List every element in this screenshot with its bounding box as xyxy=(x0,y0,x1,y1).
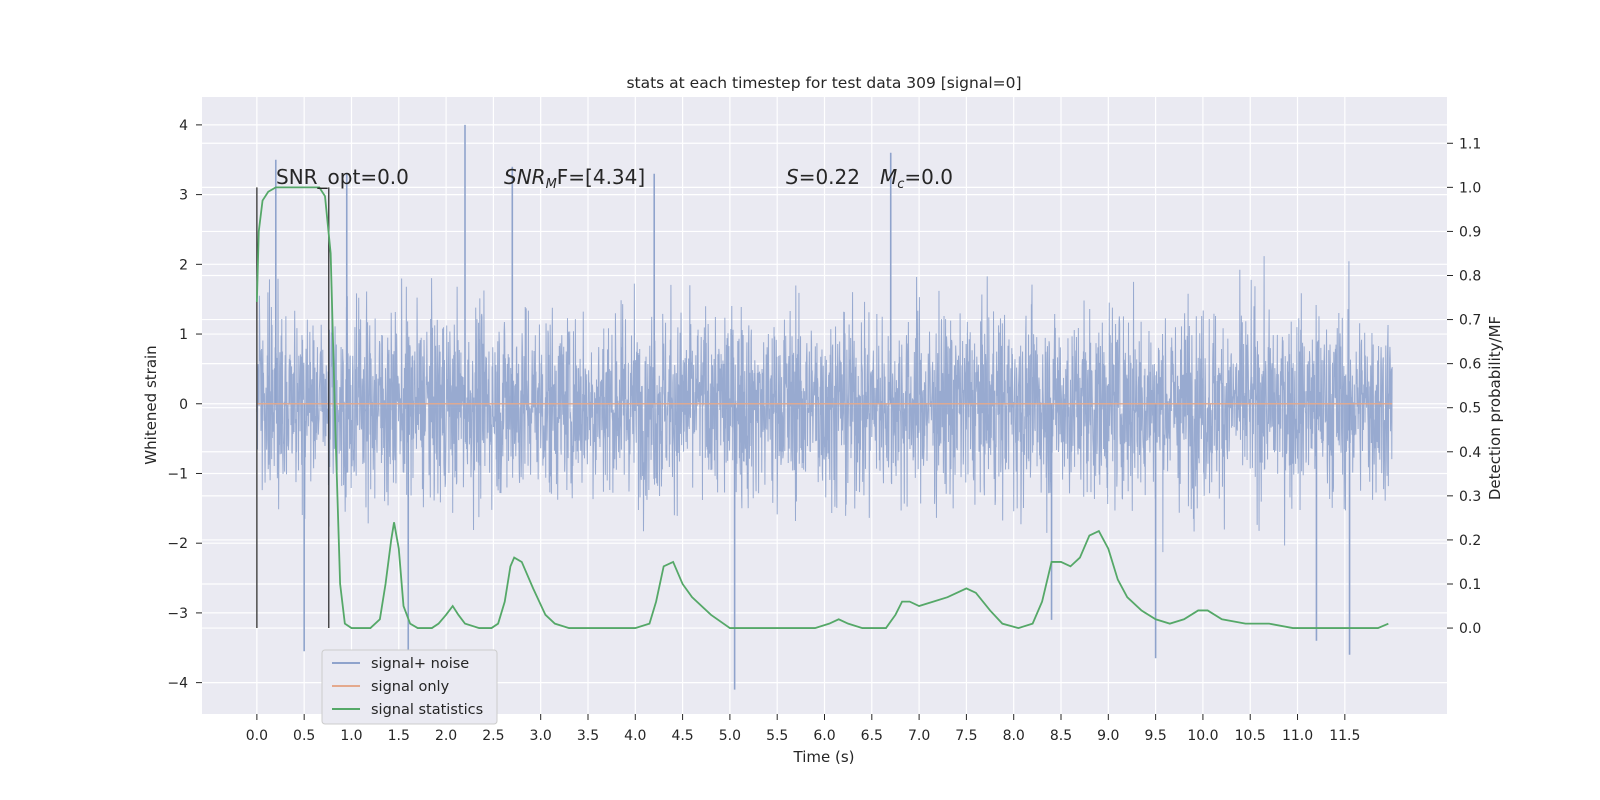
x-tick-label: 7.0 xyxy=(908,728,930,744)
y-tick-label: 3 xyxy=(179,188,188,204)
x-tick-label: 1.0 xyxy=(340,728,362,744)
x-tick-label: 0.5 xyxy=(293,728,315,744)
annotation-snr-mf-main: SNR xyxy=(504,165,546,189)
annotation-snr-mf-rest: F=[4.34] xyxy=(557,165,645,189)
x-tick-label: 3.5 xyxy=(577,728,599,744)
x-tick-label: 5.0 xyxy=(719,728,741,744)
y-axis-ticks: 4 3 2 1 0 −1 −2 −3 −4 xyxy=(167,118,202,692)
x-tick-label: 8.0 xyxy=(1003,728,1025,744)
x-tick-label: 6.5 xyxy=(861,728,883,744)
x-tick-label: 10.0 xyxy=(1187,728,1218,744)
y-axis-label: Whitened strain xyxy=(142,345,160,464)
legend-box xyxy=(321,649,498,725)
x-tick-label: 3.0 xyxy=(530,728,552,744)
y2-tick-label: 0.8 xyxy=(1459,268,1481,284)
y2-axis-ticks: 1.1 1.0 0.9 0.8 0.7 0.6 0.5 0.4 0.3 0.2 0.1 0.0 xyxy=(1447,136,1481,637)
annotation-mc-value: =0.0 xyxy=(904,165,953,189)
y2-tick-label: 0.2 xyxy=(1459,533,1481,549)
y2-tick-label: 0.4 xyxy=(1459,445,1481,461)
y2-tick-label: 0.1 xyxy=(1459,577,1481,593)
y-tick-label: −4 xyxy=(167,676,188,692)
x-tick-label: 4.5 xyxy=(671,728,693,744)
x-tick-label: 11.0 xyxy=(1282,728,1313,744)
legend-label-signal-statistics: signal statistics xyxy=(371,702,483,718)
y2-tick-label: 1.0 xyxy=(1459,180,1481,196)
annotation-snr-mf: SNRMF=[4.34] xyxy=(504,165,645,192)
vertical-markers xyxy=(256,187,330,629)
y-tick-label: −2 xyxy=(167,536,188,552)
x-tick-label: 11.5 xyxy=(1329,728,1360,744)
y2-tick-label: 0.7 xyxy=(1459,313,1481,329)
x-tick-label: 1.5 xyxy=(388,728,410,744)
annotation-s-var: S xyxy=(786,165,799,189)
annotation-mc: Mc=0.0 xyxy=(880,165,953,192)
y-tick-label: 1 xyxy=(179,327,188,343)
annotation-snr-mf-sub: M xyxy=(546,177,557,192)
x-tick-label: 9.5 xyxy=(1144,728,1166,744)
y2-tick-label: 0.3 xyxy=(1459,489,1481,505)
annotation-snr-opt: SNR_opt=0.0 xyxy=(276,165,409,189)
x-tick-label: 8.5 xyxy=(1050,728,1072,744)
y-tick-label: 4 xyxy=(179,118,188,134)
x-tick-label: 6.0 xyxy=(813,728,835,744)
x-axis-label: Time (s) xyxy=(793,748,855,766)
x-tick-label: 2.0 xyxy=(435,728,457,744)
y-tick-label: −3 xyxy=(167,606,188,622)
y2-tick-label: 1.1 xyxy=(1459,136,1481,152)
annotation-s-value: =0.22 xyxy=(799,165,860,189)
x-tick-label: 5.5 xyxy=(766,728,788,744)
annotation-mc-var: M xyxy=(880,165,897,189)
annotation-mc-sub: c xyxy=(897,177,904,192)
signal-noise-trace xyxy=(256,256,1393,553)
y2-tick-label: 0.0 xyxy=(1459,621,1481,637)
y2-tick-label: 0.6 xyxy=(1459,357,1481,373)
y-tick-label: 2 xyxy=(179,257,188,273)
annotation-s: S=0.22 xyxy=(786,165,860,189)
y-tick-label: −1 xyxy=(167,466,188,482)
signal-noise-series xyxy=(256,124,1393,690)
x-tick-label: 2.5 xyxy=(482,728,504,744)
signal-statistics-line xyxy=(255,186,1389,629)
chart-title: stats at each timestep for test data 309… xyxy=(626,74,1021,92)
signal-statistics-series xyxy=(255,186,1389,629)
x-axis-ticks: 0.0 0.5 1.0 1.5 2.0 2.5 3.0 3.5 4.0 4.5 5.0 5.5 6.0 6… xyxy=(246,714,1360,744)
y2-axis-label: Detection probability/MF xyxy=(1486,316,1504,500)
x-tick-label: 0.0 xyxy=(246,728,268,744)
x-tick-label: 10.5 xyxy=(1235,728,1266,744)
legend: signal+ noise signal only signal statist… xyxy=(321,649,498,725)
y-tick-label: 0 xyxy=(179,397,188,413)
y2-tick-label: 0.9 xyxy=(1459,224,1481,240)
legend-label-signal-only: signal only xyxy=(371,679,450,695)
x-tick-label: 4.0 xyxy=(624,728,646,744)
y2-tick-label: 0.5 xyxy=(1459,401,1481,417)
x-tick-label: 9.0 xyxy=(1097,728,1119,744)
legend-label-signal-noise: signal+ noise xyxy=(371,656,469,672)
x-tick-label: 7.5 xyxy=(955,728,977,744)
